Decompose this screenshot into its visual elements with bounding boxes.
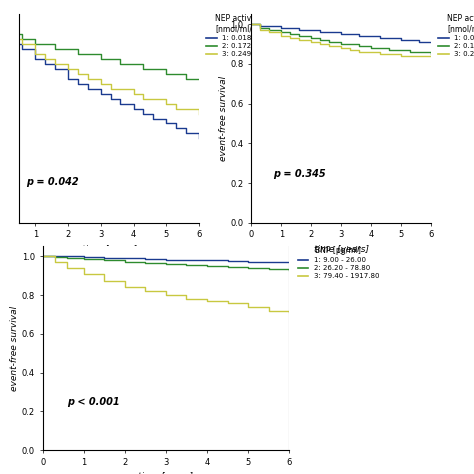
- X-axis label: time [years]: time [years]: [82, 245, 137, 254]
- Text: p = 0.345: p = 0.345: [273, 169, 326, 179]
- Legend: 1: 9.00 - 26.00, 2: 26.20 - 78.80, 3: 79.40 - 1917.80: 1: 9.00 - 26.00, 2: 26.20 - 78.80, 3: 79…: [298, 246, 379, 279]
- X-axis label: time [years]: time [years]: [138, 473, 193, 474]
- Text: p = 0.042: p = 0.042: [26, 177, 79, 187]
- Y-axis label: event-free survival: event-free survival: [219, 76, 228, 161]
- X-axis label: time [years]: time [years]: [314, 245, 369, 254]
- Legend: 1: 0.018 - 0.171, 2: 0.172 - 0.247, 3: 0.249 - 0.860: 1: 0.018 - 0.171, 2: 0.172 - 0.247, 3: 0…: [206, 14, 279, 57]
- Y-axis label: event-free survival: event-free survival: [10, 306, 19, 391]
- Text: p < 0.001: p < 0.001: [67, 398, 120, 408]
- Legend: 1: 0.018 - 0.171, 2: 0.172 - 0.247, 3: 0.249 - 0.860: 1: 0.018 - 0.171, 2: 0.172 - 0.247, 3: 0…: [438, 14, 474, 57]
